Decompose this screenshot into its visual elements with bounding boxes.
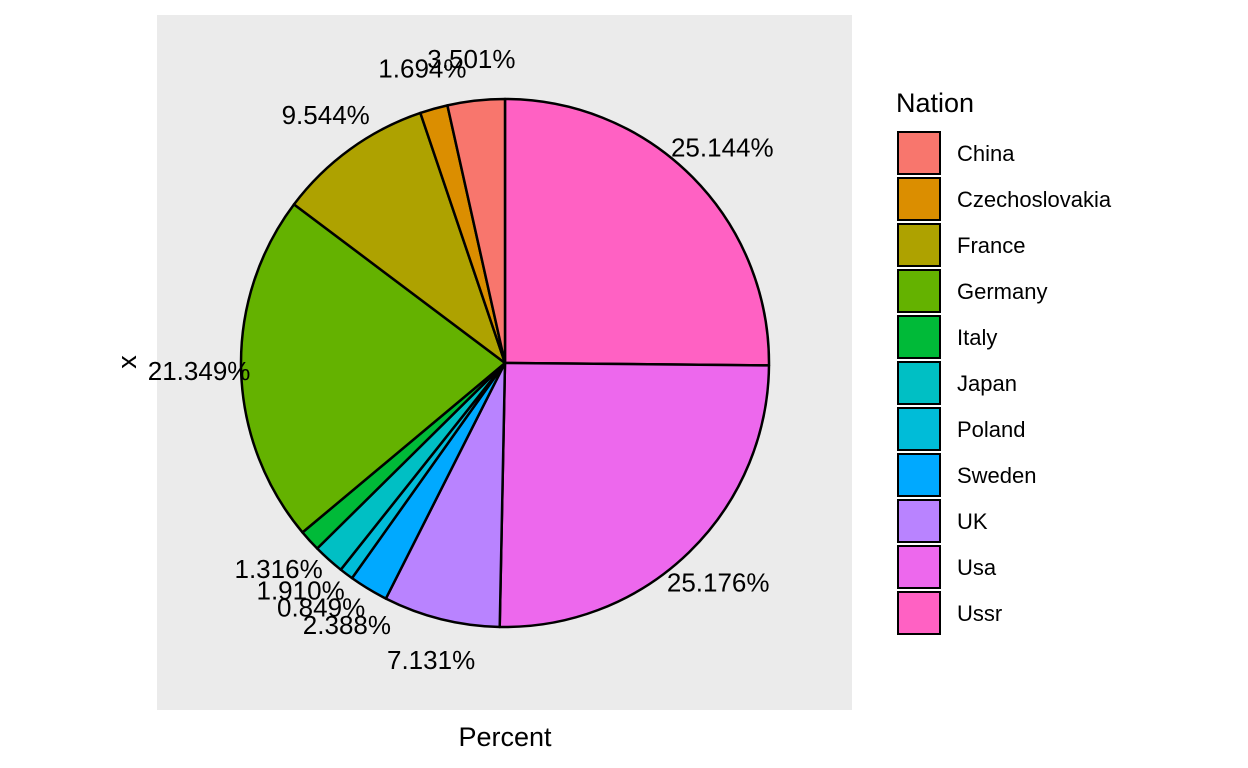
legend-label-japan: Japan bbox=[957, 371, 1017, 396]
slice-label-china: 3.501% bbox=[427, 44, 515, 74]
pie-slice-ussr bbox=[503, 97, 771, 367]
legend-label-italy: Italy bbox=[957, 325, 997, 350]
legend-label-czechoslovakia: Czechoslovakia bbox=[957, 187, 1112, 212]
legend-label-france: France bbox=[957, 233, 1025, 258]
pie-slice-china bbox=[446, 97, 507, 365]
legend-key-czechoslovakia bbox=[897, 177, 941, 221]
slice-label-japan: 1.910% bbox=[257, 576, 345, 606]
pie-slices bbox=[239, 97, 771, 629]
slice-label-sweden: 2.388% bbox=[303, 610, 391, 640]
pie-slice-france bbox=[292, 111, 507, 365]
legend-label-usa: Usa bbox=[957, 555, 997, 580]
pie-slice-uk bbox=[384, 361, 507, 629]
legend-title: Nation bbox=[896, 88, 974, 118]
slice-label-poland: 0.849% bbox=[277, 593, 365, 623]
legend-key-italy bbox=[897, 315, 941, 359]
slice-label-italy: 1.316% bbox=[235, 554, 323, 584]
legend-label-ussr: Ussr bbox=[957, 601, 1002, 626]
pie-slice-usa bbox=[498, 361, 771, 629]
legend-key-france bbox=[897, 223, 941, 267]
legend-label-germany: Germany bbox=[957, 279, 1047, 304]
x-axis-title: Percent bbox=[458, 722, 552, 752]
legend-label-poland: Poland bbox=[957, 417, 1026, 442]
legend-key-japan bbox=[897, 361, 941, 405]
slice-label-czechoslovakia: 1.694% bbox=[378, 53, 466, 83]
legend-label-uk: UK bbox=[957, 509, 988, 534]
slice-label-france: 9.544% bbox=[282, 100, 370, 130]
legend-key-germany bbox=[897, 269, 941, 313]
slice-label-usa: 25.176% bbox=[667, 568, 770, 598]
legend-key-china bbox=[897, 131, 941, 175]
slice-labels: 25.144%25.176%7.131%2.388%0.849%1.910%1.… bbox=[148, 44, 774, 675]
legend-key-usa bbox=[897, 545, 941, 589]
legend-label-sweden: Sweden bbox=[957, 463, 1037, 488]
legend-label-china: China bbox=[957, 141, 1015, 166]
y-axis-title: x bbox=[112, 355, 142, 369]
legend-items: China Czechoslovakia France Germany Italy Jap… bbox=[897, 131, 1112, 635]
legend-key-poland bbox=[897, 407, 941, 451]
slice-label-uk: 7.131% bbox=[387, 645, 475, 675]
slice-label-ussr: 25.144% bbox=[671, 133, 774, 163]
legend-key-uk bbox=[897, 499, 941, 543]
pie-slice-germany bbox=[239, 203, 507, 534]
legend: Nation China Czechoslovakia France Germany I… bbox=[896, 88, 1112, 635]
slice-label-germany: 21.349% bbox=[148, 356, 251, 386]
legend-key-ussr bbox=[897, 591, 941, 635]
legend-key-sweden bbox=[897, 453, 941, 497]
